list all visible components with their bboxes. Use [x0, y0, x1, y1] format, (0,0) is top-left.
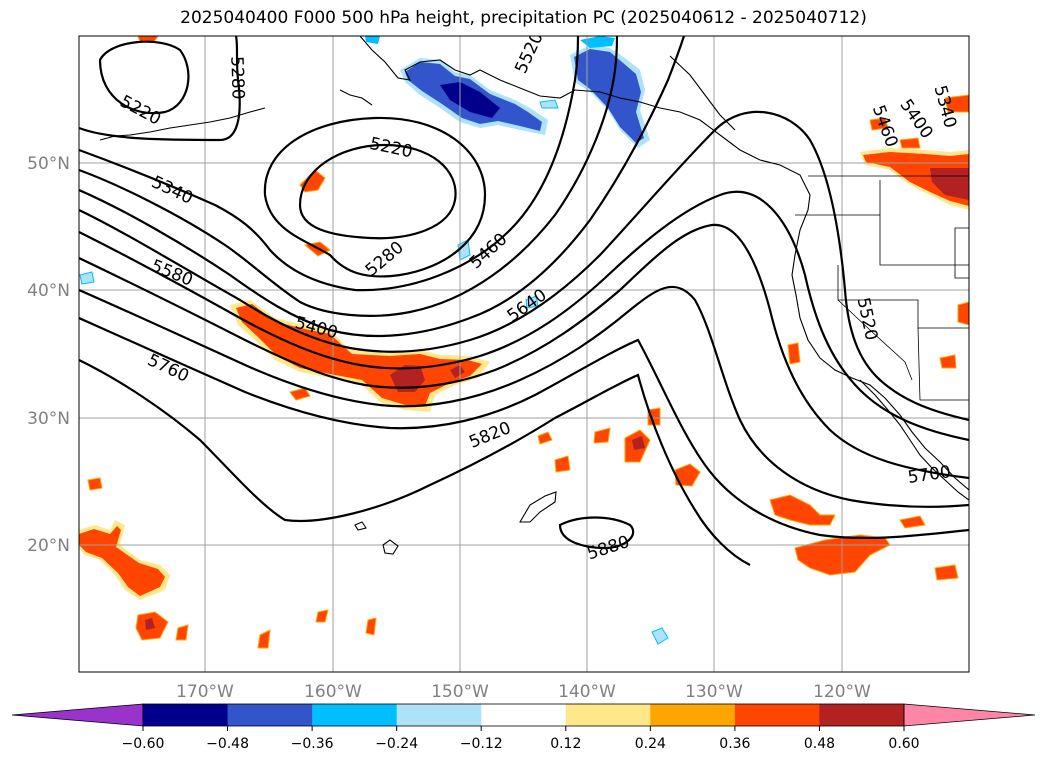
colorbar-tick-label: −0.48	[206, 736, 249, 752]
lat-label-50: 50°N	[27, 154, 70, 174]
colorbar-segment	[819, 704, 905, 726]
colorbar-tick-label: 0.48	[804, 736, 835, 752]
lat-label-30: 30°N	[27, 409, 70, 429]
colorbar-tick-label: 0.24	[635, 736, 666, 752]
precip-positive-anomalies	[79, 36, 969, 649]
lat-label-40: 40°N	[27, 281, 70, 301]
map-frame	[78, 35, 970, 673]
contour-label: 5280	[226, 56, 247, 100]
coastlines	[99, 36, 969, 555]
colorbar-tick-label: −0.60	[122, 736, 165, 752]
colorbar-segment	[227, 704, 313, 726]
colorbar-tick-label: 0.12	[550, 736, 581, 752]
colorbar-extend-low	[11, 703, 144, 727]
chart-title: 2025040400 F000 500 hPa height, precipit…	[180, 8, 867, 28]
height-contours	[79, 36, 969, 566]
colorbar-segment	[312, 704, 398, 726]
colorbar: −0.60 −0.48 −0.36 −0.24 −0.12 0.12 0.24 0.36 0.4…	[11, 703, 1036, 752]
colorbar-extend-high	[903, 703, 1036, 727]
map-area	[79, 36, 969, 672]
colorbar-segment	[143, 704, 229, 726]
political-borders	[795, 175, 969, 401]
colorbar-tick-label: 0.36	[719, 736, 750, 752]
lon-label-150w: 150°W	[431, 682, 489, 702]
lon-label-120w: 120°W	[813, 682, 871, 702]
latitude-labels: 50°N 40°N 30°N 20°N	[27, 154, 70, 556]
colorbar-tick-label: −0.24	[375, 736, 418, 752]
colorbar-segment	[734, 704, 820, 726]
lon-label-130w: 130°W	[685, 682, 743, 702]
colorbar-segment	[650, 704, 736, 726]
colorbar-segment	[481, 704, 567, 726]
lon-label-140w: 140°W	[558, 682, 616, 702]
precip-negative-anomalies	[79, 36, 669, 645]
lat-label-20: 20°N	[27, 536, 70, 556]
lon-label-160w: 160°W	[304, 682, 362, 702]
colorbar-tick-label: −0.12	[460, 736, 503, 752]
lon-label-170w: 170°W	[176, 682, 234, 702]
contour-label: 5340	[0, 0, 22, 5]
colorbar-segment	[565, 704, 651, 726]
colorbar-tick-label: 0.60	[888, 736, 919, 752]
colorbar-segment	[396, 704, 482, 726]
colorbar-tick-label: −0.36	[291, 736, 334, 752]
longitude-labels: 170°W 160°W 150°W 140°W 130°W 120°W	[176, 682, 871, 702]
